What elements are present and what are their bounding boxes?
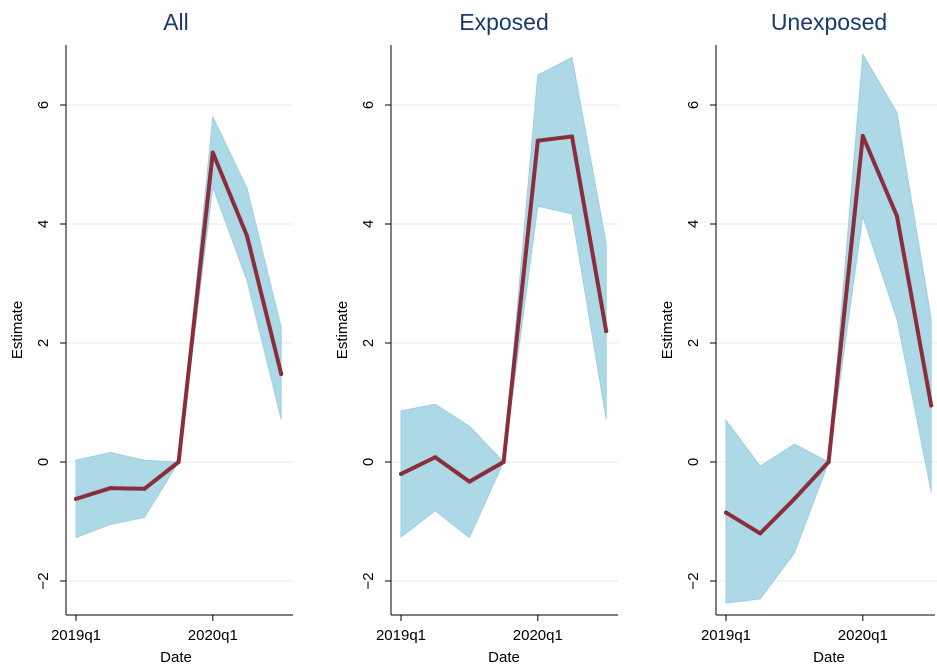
panel-exposed: −2 0 2 4 6 2019q1 2020q1 Date Estimate Exposed (334, 9, 618, 666)
estimate-point (142, 486, 147, 491)
x-axis-label: Date (160, 649, 192, 666)
x-tick-label: 2019q1 (51, 627, 101, 644)
y-tick-label: 2 (360, 339, 377, 347)
panel-title: All (163, 9, 189, 35)
estimate-point (535, 138, 540, 143)
y-tick-label: −2 (685, 572, 702, 589)
y-axis-label: Estimate (334, 301, 351, 359)
estimate-point (895, 214, 899, 219)
confidence-band (75, 115, 282, 539)
y-tick-label: 4 (35, 220, 52, 228)
panel-title: Exposed (459, 9, 549, 35)
x-axis-label: Date (488, 649, 520, 666)
estimate-point (399, 471, 403, 476)
y-tick-label: −2 (360, 572, 377, 589)
estimate-point (245, 233, 249, 238)
estimate-point (467, 479, 472, 484)
confidence-band (400, 56, 607, 539)
y-axis-label: Estimate (9, 301, 26, 359)
panel-unexposed: −2 0 2 4 6 2019q1 2020q1 Date Estimate Unexposed (659, 9, 937, 666)
x-tick-label: 2020q1 (188, 627, 238, 644)
estimate-point (501, 460, 506, 464)
y-tick-label: 6 (360, 101, 377, 109)
y-tick-label: 2 (35, 339, 52, 347)
estimate-point (570, 134, 574, 139)
estimate-point (826, 460, 831, 464)
y-tick-label: 2 (685, 339, 702, 347)
estimate-point (210, 150, 215, 155)
x-tick-label: 2019q1 (701, 627, 751, 644)
y-tick-label: 0 (685, 458, 702, 466)
y-tick-label: −2 (35, 572, 52, 589)
panel-title: Unexposed (771, 9, 887, 35)
estimate-point (433, 455, 438, 460)
x-tick-label: 2020q1 (513, 627, 563, 644)
x-tick-label: 2019q1 (376, 627, 426, 644)
y-axis-label: Estimate (659, 301, 676, 359)
estimate-point (758, 531, 763, 536)
y-tick-label: 0 (360, 458, 377, 466)
x-tick-label: 2020q1 (838, 627, 888, 644)
y-tick-label: 0 (35, 458, 52, 466)
y-tick-label: 4 (360, 220, 377, 228)
y-tick-label: 4 (685, 220, 702, 228)
estimate-point (74, 496, 78, 501)
estimate-point (279, 371, 284, 376)
estimate-point (604, 329, 609, 334)
confidence-band (725, 52, 932, 604)
x-axis-label: Date (813, 649, 845, 666)
estimate-point (792, 496, 797, 501)
y-tick-label: 6 (685, 101, 702, 109)
y-tick-label: 6 (35, 101, 52, 109)
estimate-point (860, 133, 865, 138)
estimate-point (108, 486, 113, 491)
estimate-point (724, 510, 728, 515)
estimate-point (929, 403, 934, 408)
panel-all: −2 0 2 4 6 2019q1 2020q1 Date Estimate All (9, 9, 293, 666)
estimate-point (176, 460, 181, 464)
